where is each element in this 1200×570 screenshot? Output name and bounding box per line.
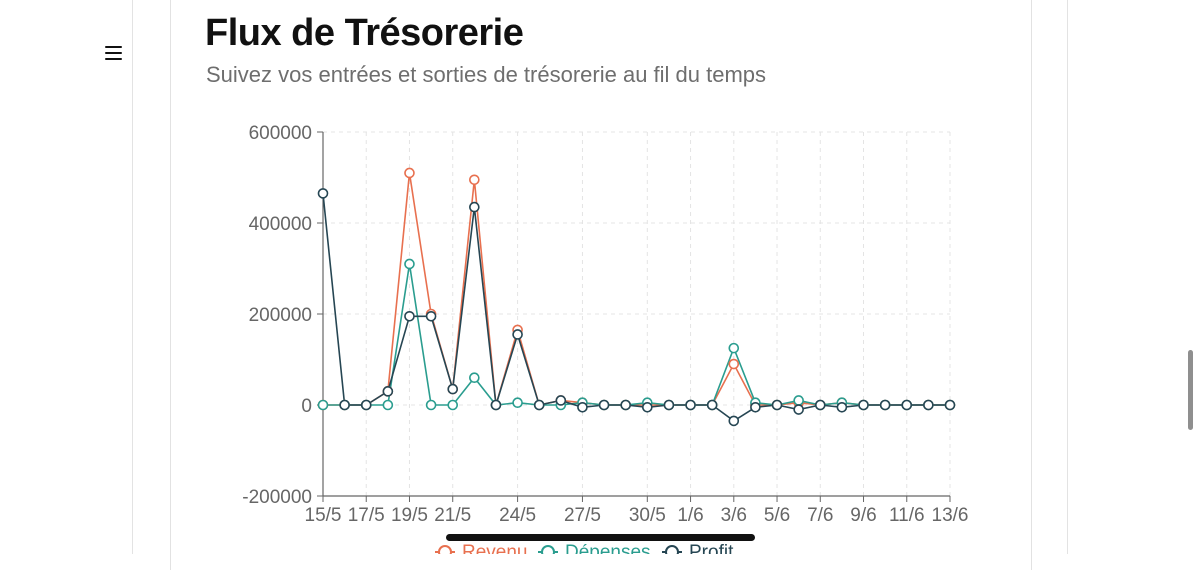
data-point <box>555 395 567 406</box>
data-point <box>814 399 826 411</box>
data-point <box>728 415 740 427</box>
series-line-dépenses <box>323 263 950 406</box>
data-point <box>425 310 437 322</box>
data-point <box>771 399 783 411</box>
y-tick-label: -200000 <box>242 487 312 508</box>
x-tick-label: 3/6 <box>721 505 747 526</box>
x-tick-label: 11/6 <box>889 505 925 526</box>
y-tick-label: 400000 <box>249 214 312 235</box>
content-divider <box>1067 0 1068 554</box>
x-tick-label: 7/6 <box>807 505 833 526</box>
data-point <box>577 401 588 413</box>
legend-label: Revenu <box>462 542 528 554</box>
data-point <box>663 399 675 411</box>
page-title: Flux de Trésorerie <box>205 12 524 54</box>
x-tick-label: 17/5 <box>348 505 385 526</box>
data-point <box>642 401 653 413</box>
data-point <box>447 399 459 411</box>
data-point <box>425 399 437 411</box>
x-tick-label: 13/6 <box>932 505 969 526</box>
legend-swatch <box>438 545 452 554</box>
data-point <box>404 167 415 179</box>
horizontal-scrollbar[interactable] <box>446 534 755 541</box>
series-line-revenu <box>323 172 950 406</box>
x-tick-label: 15/5 <box>305 505 342 526</box>
vertical-scrollbar[interactable] <box>1188 350 1193 430</box>
data-point <box>533 399 545 411</box>
x-tick-label: 24/5 <box>499 505 536 526</box>
y-tick-label: 600000 <box>249 123 312 144</box>
data-point <box>490 399 502 411</box>
data-point <box>512 397 523 409</box>
legend-label: Dépenses <box>565 542 651 554</box>
y-tick-label: 200000 <box>249 305 312 326</box>
sidebar-divider <box>132 0 133 554</box>
legend-swatch <box>541 545 555 554</box>
data-point <box>750 401 761 413</box>
x-tick-label: 21/5 <box>434 505 471 526</box>
x-tick-label: 9/6 <box>850 505 876 526</box>
data-point <box>944 399 956 411</box>
data-point <box>360 399 372 411</box>
data-point <box>469 174 480 186</box>
data-point <box>339 399 350 411</box>
data-point <box>923 399 934 411</box>
data-point <box>836 401 848 413</box>
data-point <box>598 399 610 411</box>
y-tick-label: 0 <box>301 396 312 417</box>
data-point <box>620 399 631 411</box>
data-point <box>512 329 523 340</box>
data-point <box>879 399 891 411</box>
data-point <box>404 310 415 322</box>
page-subtitle: Suivez vos entrées et sorties de trésore… <box>206 62 767 87</box>
data-point <box>317 188 329 199</box>
hamburger-menu-icon[interactable] <box>103 43 125 63</box>
legend-swatch <box>665 545 679 554</box>
x-tick-label: 5/6 <box>764 505 790 526</box>
data-point <box>793 404 804 415</box>
cashflow-card <box>170 0 1032 570</box>
x-tick-label: 19/5 <box>391 505 428 526</box>
data-point <box>685 399 696 411</box>
x-tick-label: 27/5 <box>564 505 601 526</box>
x-tick-label: 30/5 <box>629 505 666 526</box>
data-point <box>858 399 869 411</box>
data-point <box>728 342 740 354</box>
data-point <box>382 386 394 397</box>
data-point <box>382 399 394 411</box>
data-point <box>793 395 804 406</box>
data-point <box>469 201 480 213</box>
legend-label: Profit <box>689 542 734 554</box>
x-tick-label: 1/6 <box>677 505 703 526</box>
data-point <box>706 399 718 411</box>
data-point <box>728 358 740 370</box>
data-point <box>901 399 913 411</box>
data-point <box>404 258 415 270</box>
data-point <box>447 383 459 395</box>
data-point <box>469 372 480 384</box>
data-point <box>317 399 329 411</box>
